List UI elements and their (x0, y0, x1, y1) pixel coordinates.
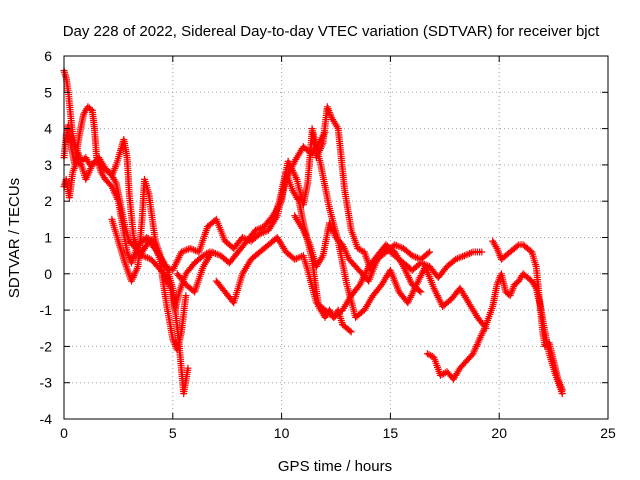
series-track-9 (212, 234, 425, 321)
x-tick-label: 15 (383, 425, 399, 441)
y-tick-label: 6 (44, 48, 52, 64)
series-plus-markers (308, 125, 490, 332)
y-axis-label: SDTVAR / TECUs (6, 178, 23, 298)
chart-title: Day 228 of 2022, Sidereal Day-to-day VTE… (63, 23, 600, 40)
y-tick-label: 3 (44, 157, 52, 173)
series-track-1 (60, 67, 214, 314)
y-tick-label: 1 (44, 230, 52, 246)
series-plus-markers (212, 234, 425, 321)
y-tick-label: 5 (44, 84, 52, 100)
series-plus-markers (108, 128, 329, 285)
y-tick-label: -1 (40, 302, 53, 318)
series-track-4 (108, 128, 329, 285)
data-series (60, 67, 566, 398)
x-tick-label: 20 (491, 425, 507, 441)
x-tick-label: 25 (600, 425, 616, 441)
series-track-6 (269, 103, 434, 274)
x-tick-label: 5 (169, 425, 177, 441)
x-tick-label: 10 (274, 425, 290, 441)
x-tick-label: 0 (60, 425, 68, 441)
y-tick-label: 4 (44, 121, 52, 137)
series-track-11 (489, 237, 566, 394)
y-tick-label: 2 (44, 193, 52, 209)
series-track-8 (308, 125, 490, 332)
series-plus-markers (489, 237, 566, 394)
series-plus-markers (60, 67, 214, 314)
x-axis-label: GPS time / hours (278, 458, 392, 475)
y-tick-label: -3 (40, 375, 53, 391)
y-tick-label: 0 (44, 266, 52, 282)
y-tick-label: -2 (40, 338, 53, 354)
y-tick-label: -4 (40, 411, 53, 427)
axis-ticks: 0 5 10 15 20 25 -4 -3 -2 -1 0 1 2 3 4 5 6 (40, 48, 616, 441)
